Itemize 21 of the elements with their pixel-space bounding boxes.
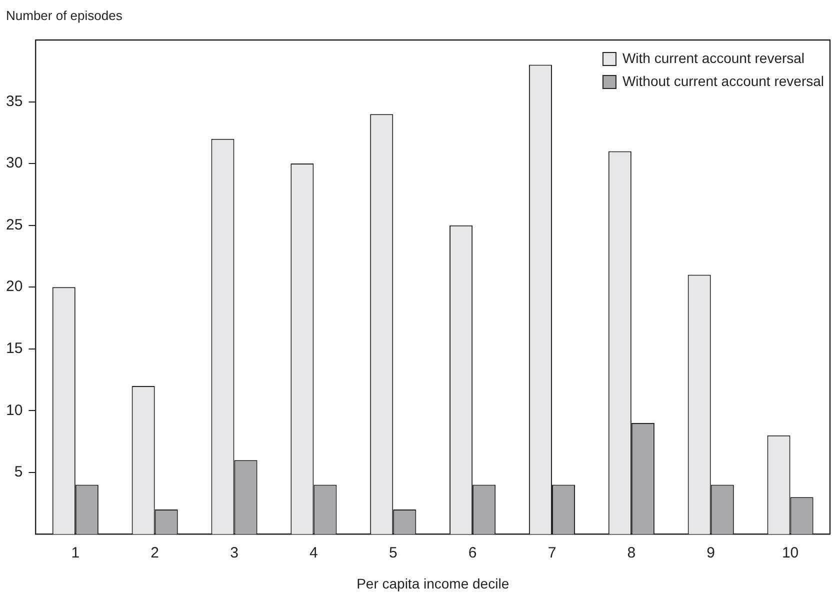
y-tick-label: 5 xyxy=(14,464,23,481)
x-tick-label: 9 xyxy=(706,544,716,562)
x-tick-label: 8 xyxy=(627,544,636,562)
y-tick-label: 35 xyxy=(6,92,23,110)
legend-label: Without current account reversal xyxy=(622,72,824,89)
y-tick-label: 10 xyxy=(6,402,23,419)
x-tick-label: 10 xyxy=(782,544,799,562)
y-tick-label: 15 xyxy=(6,340,23,358)
legend-label: With current account reversal xyxy=(622,50,805,66)
x-tick-label: 5 xyxy=(388,544,398,562)
x-tick-label: 6 xyxy=(468,544,477,562)
x-tick-label: 1 xyxy=(71,544,80,562)
x-tick-label: 3 xyxy=(230,544,238,562)
y-tick-label: 25 xyxy=(6,216,23,234)
x-tick-label: 2 xyxy=(150,544,160,562)
y-axis-title: Number of episodes xyxy=(6,8,122,23)
x-tick-label: 7 xyxy=(548,544,556,562)
y-tick-label: 20 xyxy=(6,278,23,296)
x-tick-label: 4 xyxy=(310,544,318,562)
y-tick-label: 30 xyxy=(6,154,23,172)
x-axis-title: Per capita income decile xyxy=(356,575,510,592)
